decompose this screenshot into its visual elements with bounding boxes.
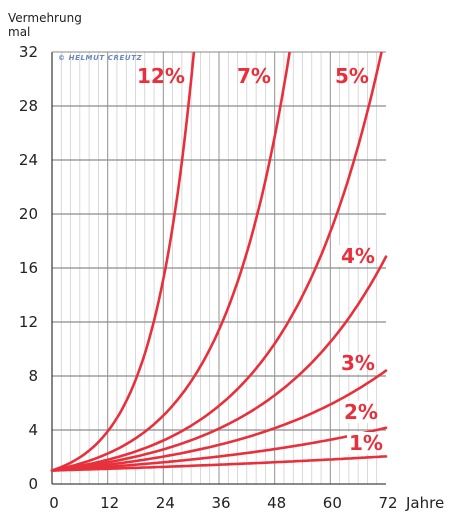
x-tick-label: 12 (100, 494, 119, 512)
y-tick-label: 32 (19, 43, 38, 61)
series-labels: 12% 7% 5% 4% 3% 2% 1% (137, 64, 383, 455)
series-label-2pct: 2% (344, 400, 378, 424)
series-label-3pct: 3% (341, 351, 375, 375)
x-tick-label: 36 (211, 494, 230, 512)
x-tick-label: 72 (378, 494, 397, 512)
growth-curve-1pct (50, 455, 388, 472)
x-axis-label: Jahre (405, 494, 444, 512)
y-tick-label: 8 (28, 367, 38, 385)
gridlines (51, 51, 386, 485)
series-label-backdrop (347, 432, 373, 454)
y-tick-label: 12 (19, 313, 38, 331)
y-tick-label: 24 (19, 151, 38, 169)
series-label-7pct: 7% (237, 64, 271, 88)
y-tick-label: 4 (28, 421, 38, 439)
series-label-backdrop (339, 352, 365, 374)
series-label-backdrop (339, 245, 365, 267)
growth-curve-12pct (50, 52, 196, 472)
y-axis-label-line2: mal (8, 25, 30, 39)
growth-curve-2pct (50, 426, 388, 472)
x-tick-label: 24 (156, 494, 175, 512)
y-tick-label: 20 (19, 205, 38, 223)
x-tick-label: 60 (323, 494, 342, 512)
y-axis-label-line1: Vermehrung (8, 11, 82, 25)
growth-curve-3pct (50, 369, 388, 472)
series-label-12pct: 12% (137, 64, 185, 88)
growth-curve-4pct (50, 255, 388, 472)
y-tick-label: 16 (19, 259, 38, 277)
y-tick-label: 0 (28, 475, 38, 493)
growth-curves (50, 52, 388, 472)
x-tick-label: 48 (267, 494, 286, 512)
copyright-credit: © HELMUT CREUTZ (58, 54, 143, 62)
x-tick-label: 0 (49, 494, 59, 512)
series-label-backdrop (342, 401, 368, 423)
growth-curve-5pct (50, 52, 383, 472)
series-label-4pct: 4% (341, 244, 375, 268)
y-tick-label: 28 (19, 97, 38, 115)
growth-curve-7pct (50, 52, 291, 472)
series-label-1pct: 1% (349, 431, 383, 455)
series-label-5pct: 5% (335, 64, 369, 88)
